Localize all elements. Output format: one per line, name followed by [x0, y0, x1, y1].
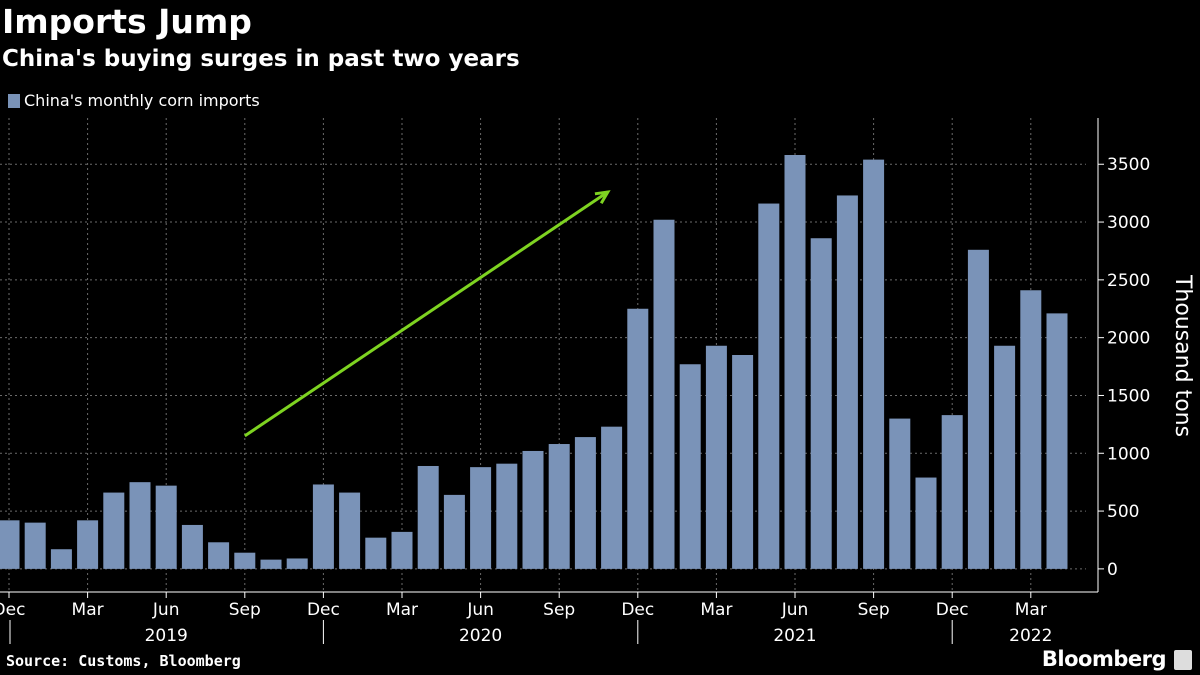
- bar: [0, 520, 20, 569]
- bar: [443, 494, 465, 569]
- bar: [417, 465, 439, 569]
- brand-logo: Bloomberg: [1041, 647, 1167, 671]
- bar: [967, 249, 989, 569]
- y-tick-label: 2000: [1107, 329, 1150, 349]
- bar: [1020, 290, 1042, 569]
- bar: [601, 426, 623, 569]
- y-tick-label: 1000: [1107, 444, 1150, 464]
- bars: [0, 154, 1068, 569]
- bar: [77, 520, 99, 569]
- bar: [391, 531, 413, 569]
- y-tick-label: 3000: [1107, 213, 1150, 233]
- bar: [758, 203, 780, 569]
- y-tick-label: 0: [1107, 560, 1118, 580]
- x-tick-label: Jun: [466, 600, 494, 620]
- bar: [548, 444, 570, 569]
- y-tick-label: 3500: [1107, 155, 1150, 175]
- x-tick-label: Sep: [543, 600, 575, 620]
- bar: [286, 558, 308, 569]
- chart-subtitle: China's buying surges in past two years: [2, 46, 520, 72]
- bar: [312, 484, 334, 569]
- bar: [103, 492, 125, 569]
- x-tick-label: Dec: [621, 600, 654, 620]
- bar: [181, 524, 203, 569]
- x-tick-label: Jun: [781, 600, 809, 620]
- y-tick-label: 1500: [1107, 386, 1150, 406]
- bar: [1046, 313, 1068, 569]
- x-tick-label: Jun: [152, 600, 180, 620]
- bar: [50, 549, 72, 569]
- x-tick-label: Sep: [229, 600, 261, 620]
- axes: 0 500 1000 1500 2000 2500 3000 3500 Dec Mar Jun Sep…: [0, 118, 1195, 646]
- brand-mark-icon: [1174, 650, 1192, 670]
- x-tick-label: Mar: [72, 600, 104, 620]
- bar: [941, 415, 963, 569]
- bar: [470, 467, 492, 569]
- bar: [784, 154, 806, 569]
- legend-label: China's monthly corn imports: [24, 91, 260, 110]
- bar: [339, 492, 361, 569]
- bar: [496, 463, 518, 569]
- y-axis-title: Thousand tons: [1170, 274, 1195, 437]
- legend-swatch: [8, 93, 20, 108]
- bar: [155, 485, 177, 569]
- bar: [889, 418, 911, 569]
- year-label: 2021: [773, 626, 816, 646]
- source-note: Source: Customs, Bloomberg: [6, 652, 241, 670]
- year-label: 2019: [145, 626, 188, 646]
- x-tick-label: Mar: [386, 600, 418, 620]
- bar: [24, 522, 46, 569]
- x-tick-label: Dec: [307, 600, 340, 620]
- bar: [522, 450, 544, 569]
- trend-arrow-line: [243, 190, 609, 438]
- x-tick-label: Dec: [0, 600, 25, 620]
- y-tick-label: 2500: [1107, 271, 1150, 291]
- bar: [679, 364, 701, 569]
- bar: [260, 559, 282, 569]
- bar: [653, 219, 675, 569]
- x-tick-label: Sep: [858, 600, 890, 620]
- bar: [365, 537, 387, 569]
- legend: China's monthly corn imports: [8, 91, 260, 110]
- bar: [863, 159, 885, 569]
- bar: [810, 238, 832, 569]
- bar: [836, 195, 858, 569]
- bar: [915, 477, 937, 569]
- bar: [732, 355, 754, 569]
- chart-title: Imports Jump: [2, 2, 252, 41]
- bar: [994, 345, 1016, 569]
- bar: [234, 552, 256, 569]
- bar: [705, 345, 727, 569]
- bar: [208, 542, 230, 569]
- bar: [129, 482, 151, 569]
- year-label: 2022: [1009, 626, 1052, 646]
- trend-arrow-head: [594, 190, 611, 204]
- bar: [627, 308, 649, 569]
- year-label: 2020: [459, 626, 502, 646]
- annotation: [243, 190, 611, 438]
- y-tick-label: 500: [1107, 502, 1139, 522]
- bar: [574, 437, 596, 569]
- x-tick-label: Mar: [700, 600, 732, 620]
- x-tick-label: Dec: [936, 600, 969, 620]
- x-tick-label: Mar: [1015, 600, 1047, 620]
